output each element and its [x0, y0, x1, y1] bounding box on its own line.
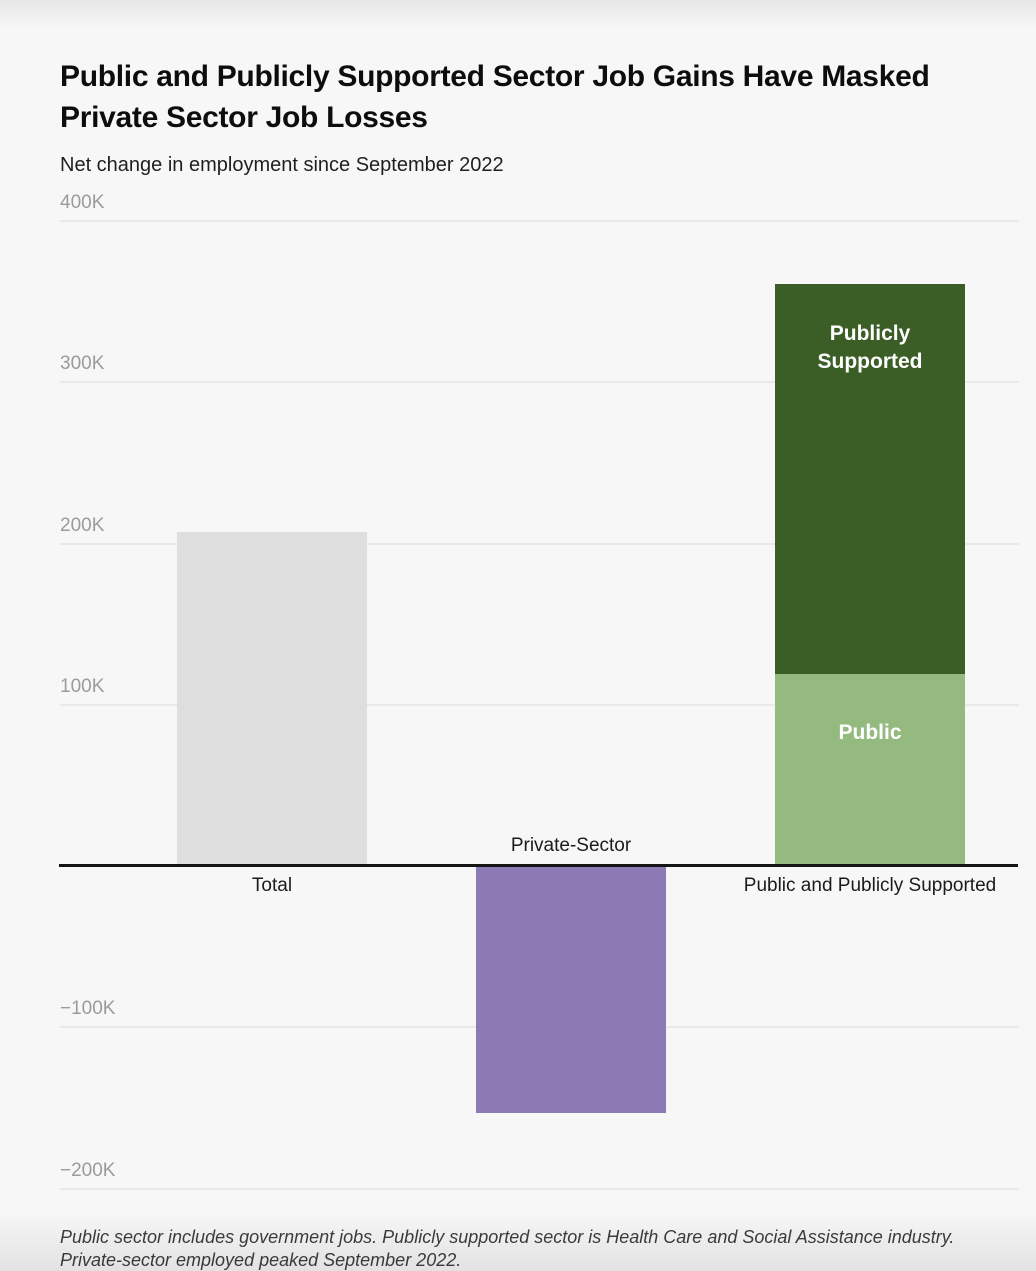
category-label-total: Total	[251, 875, 293, 896]
bar-segment-publicly-supported	[775, 283, 965, 675]
gridline-200k	[60, 1187, 1019, 1190]
bar-segment-private-sector	[476, 866, 666, 1113]
category-label-private-sector: Private-Sector	[510, 834, 632, 856]
gridline-300k	[60, 381, 1019, 384]
gridline-200k	[60, 542, 1019, 545]
y-tick-label-200k: −200K	[60, 1159, 116, 1181]
chart-subtitle: Net change in employment since September…	[60, 154, 504, 176]
bar-segment-total	[177, 532, 367, 866]
chart-footnote: Public sector includes government jobs. …	[60, 1226, 1010, 1271]
footnote-line-2: Private-sector employed peaked September…	[60, 1250, 462, 1270]
y-tick-label-200k: 200K	[60, 514, 105, 536]
bar-inner-label-public: Public	[838, 721, 902, 745]
x-axis-zero-line	[59, 863, 1018, 867]
y-tick-label-100k: −100K	[60, 998, 116, 1020]
y-tick-label-100k: 100K	[60, 675, 105, 697]
y-tick-label-300k: 300K	[60, 353, 105, 375]
bar-segment-public	[775, 674, 965, 866]
footnote-line-1: Public sector includes government jobs. …	[60, 1227, 955, 1247]
gridline-100k	[60, 703, 1019, 706]
category-label-public-and-publicly-supported: Public and Publicly Supported	[743, 875, 997, 896]
bar-inner-label-publicly-supported: Publicly Supported	[817, 321, 923, 373]
y-tick-label-400k: 400K	[60, 192, 105, 213]
chart-title: Public and Publicly Supported Sector Job…	[60, 60, 930, 134]
gridline-400k	[60, 220, 1019, 222]
